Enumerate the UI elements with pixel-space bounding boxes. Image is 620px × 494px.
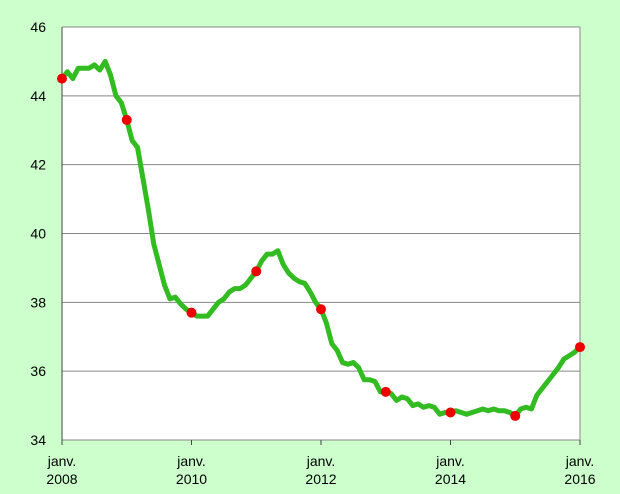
- y-tick-label: 44: [30, 88, 46, 104]
- marker: [445, 407, 456, 418]
- x-tick-label-line: janv.: [47, 453, 77, 469]
- marker: [186, 307, 197, 318]
- marker: [316, 304, 326, 315]
- y-tick-label: 42: [30, 157, 46, 173]
- y-tick-label: 38: [30, 294, 46, 310]
- x-tick-label: janv. 2014: [435, 453, 466, 487]
- marker: [510, 410, 521, 421]
- x-tick-label-line: 2010: [176, 471, 207, 487]
- y-tick-label: 46: [30, 19, 46, 35]
- marker: [57, 73, 67, 84]
- marker: [121, 114, 132, 125]
- y-tick-label: 34: [30, 432, 46, 448]
- x-tick-label: janv. 2012: [305, 453, 336, 487]
- x-tick-label: janv. 2016: [564, 453, 595, 487]
- x-tick-label-line: 2016: [564, 471, 595, 487]
- x-tick-label-line: janv.: [565, 453, 595, 469]
- x-tick-label-line: janv.: [306, 453, 336, 469]
- x-tick-label: janv. 2008: [46, 453, 77, 487]
- y-tick-label: 36: [30, 363, 46, 379]
- marker: [380, 386, 391, 397]
- y-tick-label: 40: [30, 226, 46, 242]
- x-tick-label: janv. 2010: [176, 453, 207, 487]
- x-tick-label-line: janv.: [435, 453, 465, 469]
- x-tick-label-line: 2008: [46, 471, 77, 487]
- x-tick-label-line: 2014: [435, 471, 466, 487]
- x-tick-label-line: janv.: [176, 453, 206, 469]
- marker: [251, 266, 262, 277]
- marker: [575, 342, 585, 353]
- x-tick-label-line: 2012: [305, 471, 336, 487]
